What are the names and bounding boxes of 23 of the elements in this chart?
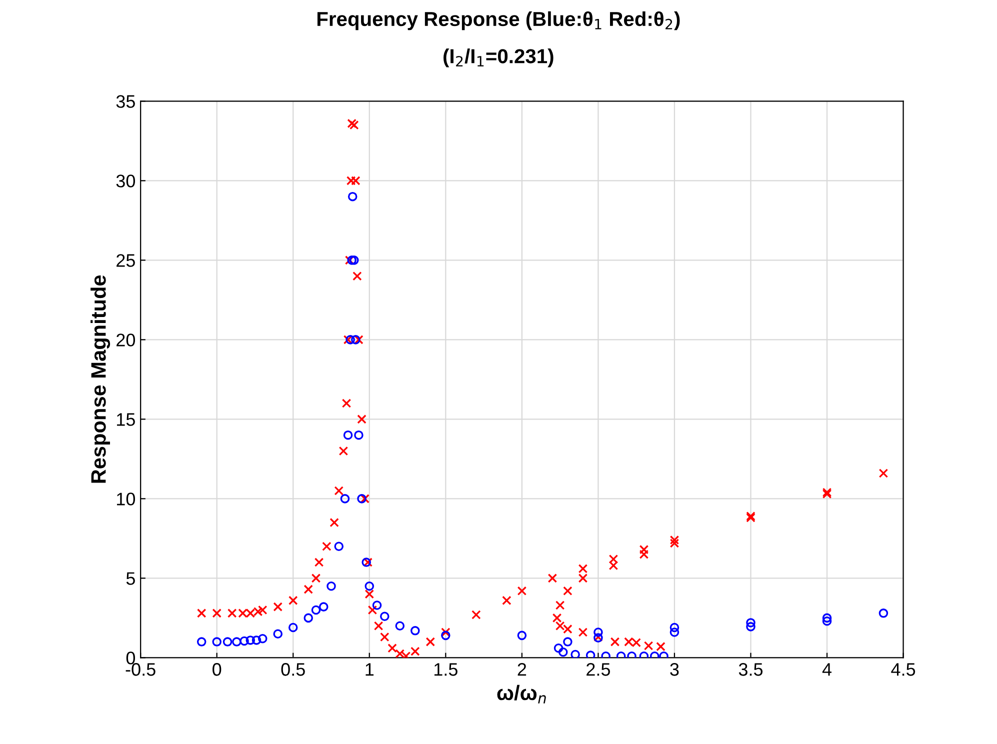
y-tick-label: 0 — [126, 652, 136, 664]
x-tick-label: 1 — [366, 663, 374, 676]
y-tick-label: 35 — [116, 95, 135, 108]
x-tick-label: 2 — [518, 663, 526, 676]
x-tick-label: 3 — [670, 663, 679, 676]
y-tick-label: 15 — [117, 413, 135, 426]
y-tick-label: 25 — [116, 254, 135, 267]
chart-title: Frequency Response (Blue:θ$_{1}$ Red:θ$_{2}$) — [317, 11, 680, 30]
y-tick-label: 20 — [116, 334, 136, 346]
y-axis-title: Response Magnitude — [90, 275, 110, 483]
x-tick-label: -0.5 — [126, 663, 156, 676]
chart-subtitle: (I$_{2}$/I$_{1}$=0.231) — [444, 48, 554, 68]
y-tick-label: 10 — [117, 492, 136, 506]
y-tick-label: 5 — [126, 572, 135, 585]
x-tick-label: 0.5 — [281, 663, 305, 676]
y-tick-label: 30 — [116, 174, 136, 188]
x-tick-label: 1.5 — [434, 663, 458, 676]
x-tick-label: 4 — [822, 663, 832, 676]
x-tick-label: 0 — [212, 663, 222, 676]
x-axis-title: ω/ω$_{n}$ — [497, 684, 546, 704]
x-tick-label: 2.5 — [586, 663, 610, 676]
x-tick-label: 4.5 — [891, 663, 916, 676]
x-tick-label: 3.5 — [738, 663, 763, 676]
